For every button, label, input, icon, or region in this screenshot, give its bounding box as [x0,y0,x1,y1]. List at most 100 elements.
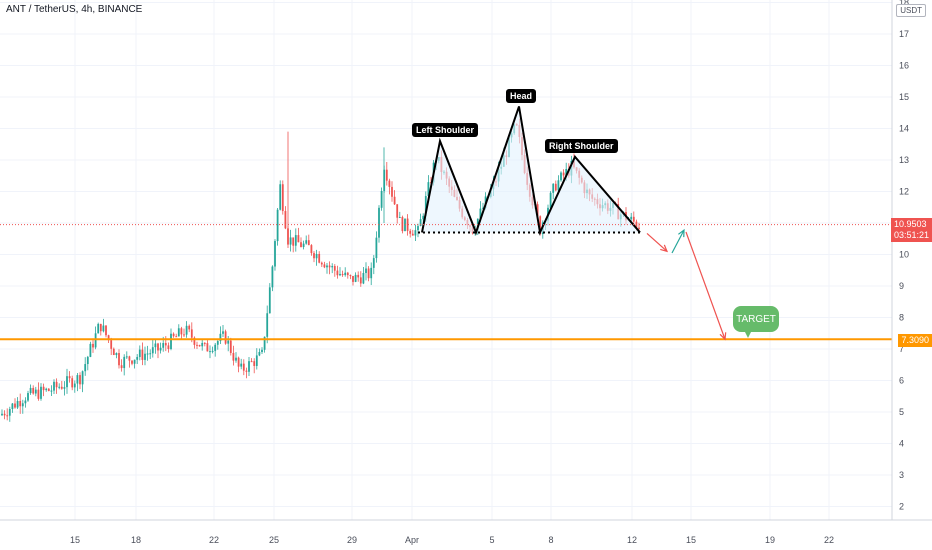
bull-candle [97,323,100,334]
bull-candle [115,353,118,356]
price-tick-label: 8 [899,313,904,323]
time-tick-label: 22 [209,535,219,545]
price-tick-label: 15 [899,92,909,102]
bear-candle [118,353,120,366]
bull-candle [305,240,308,244]
bear-candle [60,386,63,389]
bull-candle [248,361,250,372]
bear-candle [6,415,9,417]
bull-candle [380,190,383,208]
bear-candle [193,337,196,345]
bear-candle [112,348,115,356]
bull-candle [73,383,76,388]
bull-candle [294,235,297,246]
bull-candle [266,313,269,337]
bull-candle [258,352,261,356]
bull-candle [276,209,279,242]
bear-candle [105,325,107,336]
pattern-fill [422,106,640,233]
price-tick-label: 14 [899,124,909,134]
bear-candle [224,331,227,344]
bear-candle [19,400,22,407]
bear-candle [313,253,315,259]
bull-candle [417,226,419,231]
bear-candle [411,233,414,236]
time-tick-label: 25 [269,535,279,545]
bear-candle [359,277,362,284]
bull-candle [398,217,401,219]
bull-candle [136,357,139,360]
price-tick-label: 5 [899,407,904,417]
bear-candle [196,344,198,346]
bull-candle [63,387,66,389]
time-axis[interactable]: 15 18 22 25 29 Apr 5 8 12 15 19 22 [0,519,932,545]
target-bubble[interactable]: TARGET [733,306,779,332]
symbol-title[interactable]: ANT / TetherUS, 4h, BINANCE [6,4,143,15]
bull-candle [274,241,276,267]
bull-candle [8,409,11,416]
bull-candle [279,184,282,210]
bear-candle [92,343,94,348]
bull-candle [214,344,217,351]
head-label[interactable]: Head [506,89,537,103]
bull-candle [151,347,154,354]
bear-candle [367,268,370,279]
bear-candle [638,227,640,229]
bear-candle [131,360,133,364]
bear-candle [180,328,183,335]
time-tick-label: 22 [824,535,834,545]
bull-candle [27,393,29,401]
bull-candle [365,268,367,274]
price-tick-label: 18 [899,0,909,8]
price-tick-label: 10 [899,250,909,260]
bull-candle [216,341,219,345]
bull-candle [222,331,224,334]
bear-candle [68,376,71,379]
bull-candle [201,342,204,347]
bear-candle [110,340,113,349]
bear-candle [292,237,295,246]
bear-candle [310,245,313,254]
bear-candle [349,275,352,277]
bull-candle [170,333,172,350]
left-shoulder-label[interactable]: Left Shoulder [412,123,478,137]
bull-candle [29,387,32,394]
bear-candle [333,266,336,271]
bull-candle [40,386,42,399]
price-tick-label: 7 [899,344,904,354]
bull-candle [86,356,89,365]
time-tick-label: 18 [131,535,141,545]
currency-badge[interactable]: USDT [896,4,926,17]
bear-candle [393,196,396,205]
bull-candle [102,325,105,332]
bull-candle [209,351,211,353]
bear-candle [336,270,339,276]
bear-candle [391,186,393,197]
bear-candle [188,325,191,330]
bull-candle [162,343,165,348]
time-tick-label: 15 [686,535,696,545]
bear-candle [281,184,284,212]
bull-candle [154,343,157,348]
price-tick-label: 17 [899,29,909,39]
bear-candle [318,253,321,263]
bull-candle [177,328,180,337]
right-shoulder-label[interactable]: Right Shoulder [545,139,618,153]
bull-candle [211,350,214,352]
bear-candle [55,381,58,388]
bull-candle [227,340,230,344]
bear-candle [300,242,302,248]
bull-candle [53,381,55,391]
bear-candle [245,370,248,372]
projection-arrow-target [685,231,726,340]
time-tick-label: 15 [70,535,80,545]
bear-candle [287,228,289,245]
bear-candle [120,365,123,369]
bear-candle [388,180,391,187]
price-axis[interactable]: 23456789101112131415161718 [891,0,909,520]
price-tick-label: 12 [899,187,909,197]
bull-candle [378,207,380,238]
bull-candle [479,208,482,219]
projection-arrow-target-head [719,332,727,341]
